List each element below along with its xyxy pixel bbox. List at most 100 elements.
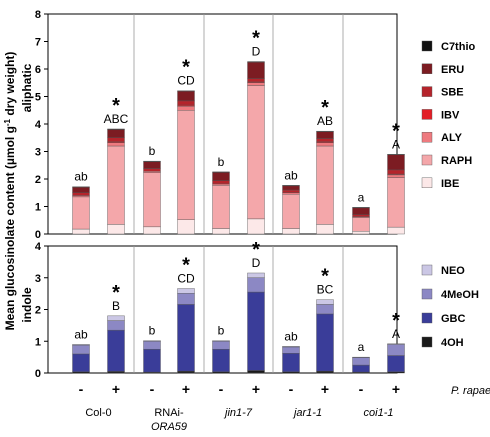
bar-segment-GBC [352,364,370,373]
bar-segment-SBE [143,168,161,172]
legend-label-ALY: ALY [441,132,463,144]
significance-label: B [112,299,120,313]
y-tick-label: 4 [35,119,42,131]
bar-segment-4MeOH [352,357,370,366]
bar-segment-C7thio [247,61,265,63]
bar-segment-IBE [72,228,90,235]
bar-segment-SBE [107,137,125,143]
significance-label: b [149,324,156,338]
panel-label-aliphatic: aliphatic [20,63,34,112]
legend-label-4MeOH: 4MeOH [441,289,479,301]
legend-swatch-C7thio [421,40,433,52]
bar-segment-RAPH [316,145,334,225]
treatment-name: P. rapae [451,385,490,397]
bar-segment-C7thio [282,185,300,187]
bar-segment-ERU [316,131,334,139]
bar-segment-IBE [352,231,370,235]
legend-swatch-RAPH [421,154,433,166]
treatment-label: + [182,381,190,397]
y-tick-label: 1 [35,336,41,348]
significance-label: ABC [104,112,129,126]
y-tick-label: 2 [35,305,41,317]
bar-segment-GBC [177,304,195,372]
legend-swatch-4OH [421,336,433,348]
bar-segment-IBE [143,226,161,235]
significance-asterisk: * [392,310,400,332]
bar-segment-ALY [212,183,230,186]
bar-segment-4MeOH [387,344,405,356]
bar-segment-C7thio [177,90,195,92]
bar-segment-4OH [107,371,125,374]
legend-swatch-ALY [421,131,433,143]
bar-segment-4MeOH [316,304,334,315]
bar-segment-RAPH [282,193,300,229]
bar-segment-RAPH [107,145,125,225]
bar-segment-SBE [316,138,334,143]
bar-segment-RAPH [387,177,405,228]
bar-segment-NEO [212,340,230,342]
bar-segment-ALY [143,171,161,173]
bar-segment-RAPH [72,196,90,230]
genotype-label-line2: ORA59 [151,421,187,433]
bar-segment-4MeOH [143,341,161,350]
bar-segment-IBE [107,224,125,235]
bar-segment-ERU [352,207,370,215]
bar-segment-SBE [282,189,300,193]
y-tick-label: 3 [35,147,41,159]
bar-segment-ERU [212,172,230,181]
legend-label-ERU: ERU [441,64,464,76]
bar-segment-IBE [247,218,265,235]
bar-segment-C7thio [72,186,90,188]
legend-label-NEO: NEO [441,265,465,277]
bar-segment-NEO [387,343,405,345]
y-axis-title-sup: -1 [3,118,12,126]
bar-segment-IBE [282,228,300,235]
significance-label: AB [317,114,333,128]
legend-swatch-SBE [421,86,433,97]
significance-label: BC [317,283,334,297]
treatment-label: + [392,381,400,397]
significance-label: A [392,327,400,341]
bar-segment-4MeOH [177,293,195,305]
bar-segment-GBC [143,348,161,373]
bar-segment-ERU [72,187,90,193]
bar-segment-ALY [282,192,300,195]
bar-segment-ERU [387,154,405,171]
treatment-label: - [150,381,155,397]
bar-segment-C7thio [107,128,125,130]
y-tick-label: 7 [35,37,41,49]
bar-segment-IBE [177,219,195,235]
bar-segment-SBE [177,100,195,106]
significance-asterisk: * [182,255,190,277]
legend: C7thio ERU SBE IBV ALY RAPH IBE NEO 4MeOH GBC 4OH [421,40,479,349]
bar-segment-SBE [352,214,370,217]
bar-segment-SBE [247,78,265,83]
bar-segment-SBE [387,169,405,175]
panel-label-indole: indole [20,287,34,323]
y-tick-label: 4 [35,241,42,253]
legend-label-RAPH: RAPH [441,155,472,167]
genotype-label: coi1-1 [364,407,394,419]
significance-label: b [218,155,225,169]
legend-swatch-IBE [421,177,433,189]
bar-segment-RAPH [177,110,195,220]
significance-label: ab [74,170,88,184]
genotype-label: RNAi- [154,407,184,419]
bar-segment-NEO [107,315,125,321]
bar-segment-4OH [247,370,265,374]
bar-segment-IBE [212,228,230,235]
bar-segment-GBC [107,329,125,372]
bar-segment-C7thio [143,160,161,162]
treatment-label: - [359,381,364,397]
bar-segment-GBC [316,313,334,372]
bar-segment-ALY [387,174,405,178]
significance-asterisk: * [321,266,329,288]
treatment-label: + [321,381,329,397]
y-tick-label: 2 [35,174,41,186]
y-tick-label: 1 [35,202,41,214]
bar-segment-ERU [247,61,265,79]
legend-label-SBE: SBE [441,87,464,99]
